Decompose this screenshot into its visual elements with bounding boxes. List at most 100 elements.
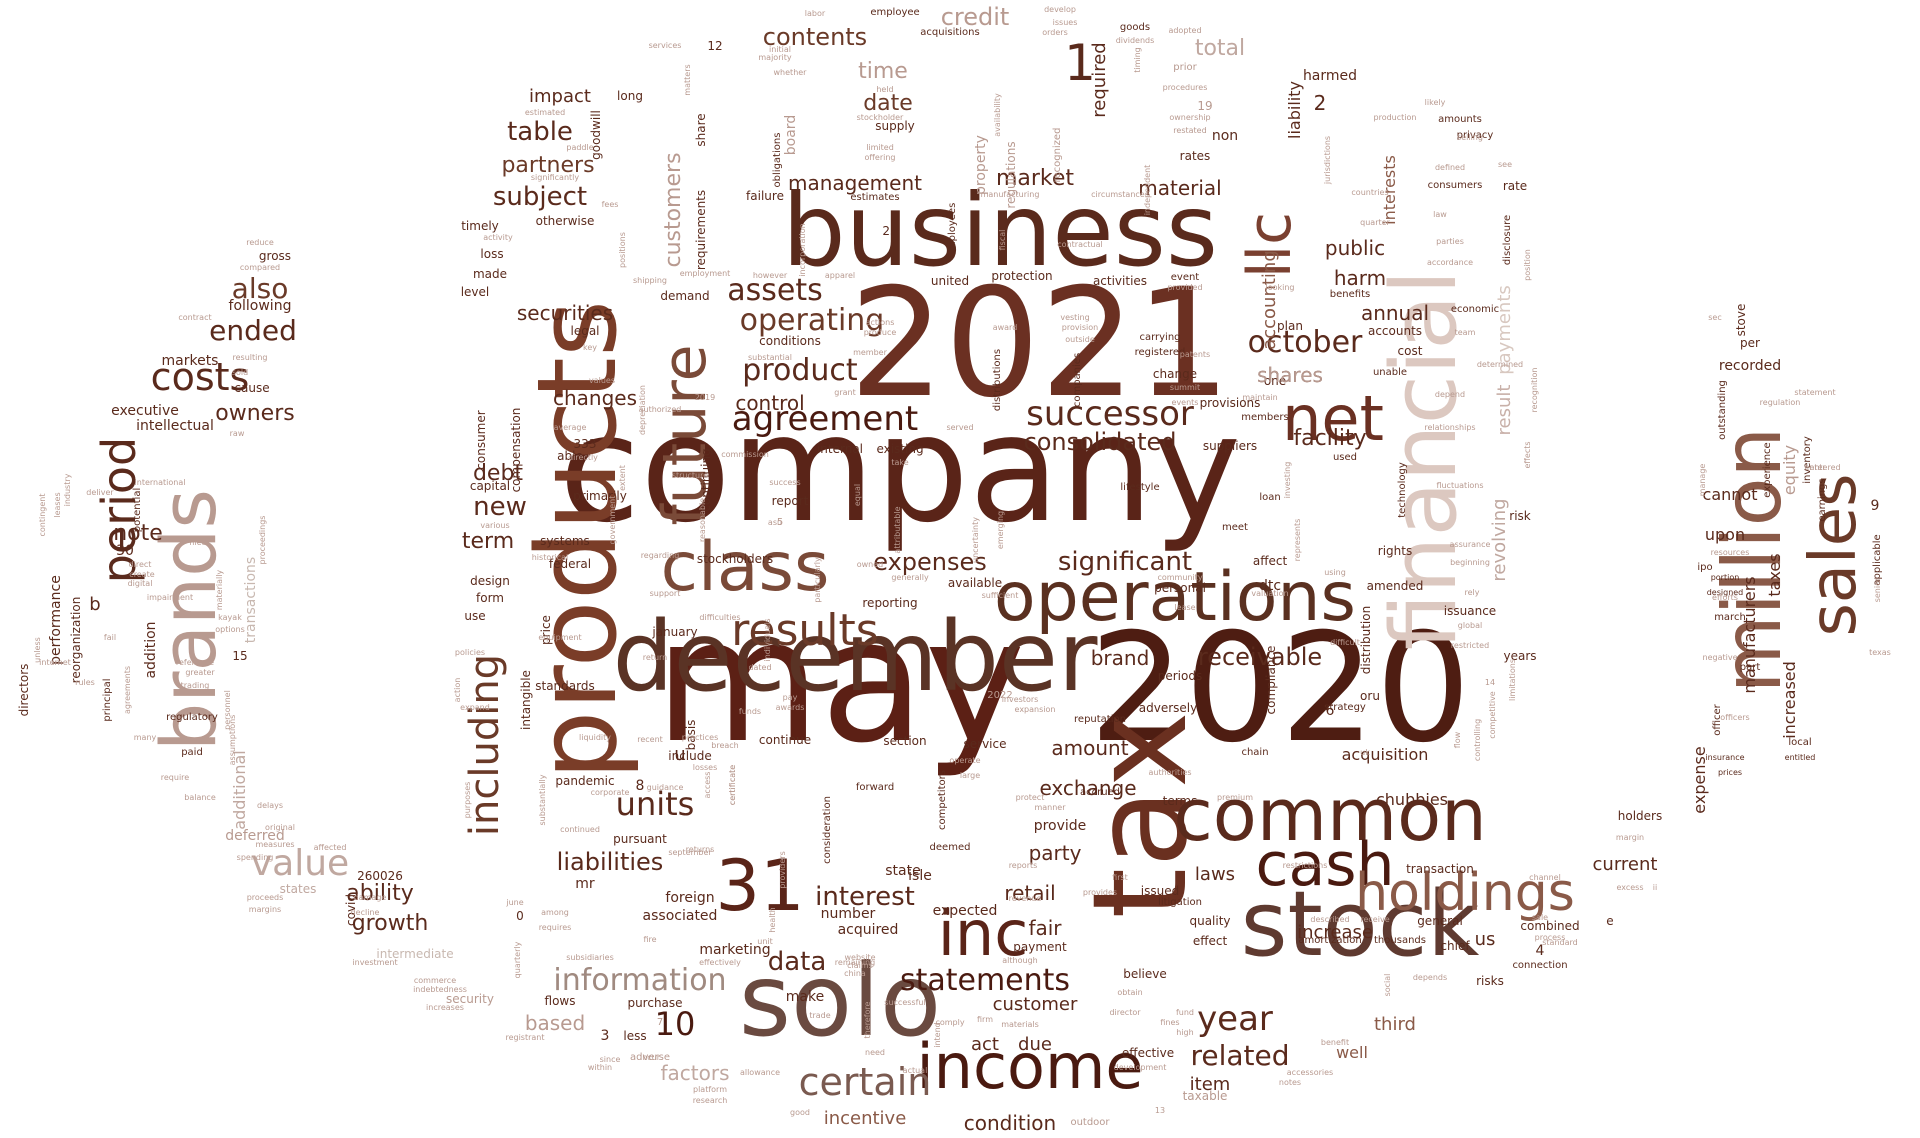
word-effects: effects — [1523, 441, 1532, 468]
word-returns: returns — [686, 845, 715, 854]
word-incorporation: incorporation — [798, 223, 807, 276]
word-maintain: maintain — [1242, 393, 1277, 402]
word-platform: platform — [693, 1085, 727, 1094]
word-among: among — [541, 908, 569, 917]
word-3: 3 — [601, 1028, 610, 1044]
word-fines: fines — [1160, 1018, 1179, 1027]
word-333: 333 — [574, 437, 597, 451]
word-connection: connection — [1512, 960, 1567, 971]
word-various: various — [480, 521, 509, 530]
word-agreements: agreements — [123, 666, 132, 714]
word-registrant: registrant — [505, 1033, 544, 1042]
word-liability: liability — [1285, 81, 1304, 139]
word-k: k — [792, 199, 799, 213]
word-since: since — [600, 1055, 621, 1064]
word-actions: actions — [866, 318, 895, 327]
word-texas: texas — [1869, 648, 1891, 657]
word-provision: provision — [1062, 323, 1098, 332]
word-benefit: benefit — [1321, 1038, 1349, 1047]
word-share: share — [694, 113, 708, 146]
word-certain: certain — [799, 1060, 932, 1104]
word-decline: decline — [351, 908, 380, 917]
word-team: team — [1455, 328, 1476, 337]
word-awards: awards — [776, 703, 805, 712]
word-flow: flow — [1453, 731, 1462, 748]
word-adopted: adopted — [1168, 26, 1201, 35]
word-company: company — [559, 383, 1241, 555]
word-new: new — [473, 492, 527, 522]
word-commerce: commerce — [414, 976, 456, 985]
word-obligations: obligations — [772, 133, 783, 188]
word-condition: condition — [964, 1111, 1056, 1135]
word-able: able — [557, 449, 583, 463]
word-members: members — [1241, 412, 1288, 423]
word-event: event — [1171, 272, 1200, 283]
word-held: held — [876, 85, 893, 94]
word-affect: affect — [1253, 554, 1288, 568]
word-balance: balance — [184, 793, 216, 802]
word-fees: fees — [602, 200, 619, 209]
word-restricted: restricted — [1451, 641, 1489, 650]
word-income: income — [916, 1030, 1143, 1103]
word-competitive: competitive — [1488, 691, 1497, 739]
word-holdings: holdings — [1355, 863, 1575, 923]
word-benefits: benefits — [1330, 289, 1370, 300]
word-investing: investing — [1283, 462, 1292, 499]
word-manage: manage — [1698, 464, 1707, 497]
word-third: third — [1374, 1014, 1416, 1035]
word-registered: registered — [1135, 347, 1186, 358]
word-extent: extent — [618, 465, 627, 491]
word-risks: risks — [1476, 974, 1504, 988]
word-paddle: paddle — [566, 143, 593, 152]
word-foreign: foreign — [665, 890, 714, 906]
word-unless: unless — [33, 637, 42, 663]
word-table: table — [507, 117, 573, 147]
word-used: used — [1333, 452, 1357, 463]
word-taxes: taxes — [1765, 553, 1784, 596]
word-enter: enter — [1804, 463, 1826, 472]
word-recognized: recognized — [1052, 128, 1063, 183]
word-reference: reference — [176, 658, 214, 667]
word-restated: restated — [1173, 126, 1206, 135]
word-compared: compared — [240, 263, 280, 272]
word-year: year — [1197, 999, 1273, 1039]
word-options: options — [215, 625, 244, 634]
word-acquisitions: acquisitions — [920, 27, 979, 38]
word-executive: executive — [111, 403, 179, 419]
word-provided: provided — [1167, 283, 1202, 292]
word-states: states — [280, 882, 317, 896]
word-greater: greater — [185, 668, 215, 677]
word-customers: customers — [661, 152, 686, 267]
word-state: state — [885, 863, 920, 879]
word-federal: federal — [549, 557, 591, 571]
word-countries: countries — [1351, 188, 1388, 197]
word-equipment: equipment — [538, 633, 581, 642]
word-outstanding: outstanding — [1717, 380, 1728, 440]
word-portion: portion — [1711, 573, 1740, 582]
word-controlling: controlling — [1473, 719, 1482, 761]
word-therefore: therefore — [863, 1001, 872, 1038]
word-beginning: beginning — [1450, 558, 1490, 567]
word-events: events — [1172, 398, 1199, 407]
word-consumers: consumers — [1428, 180, 1483, 191]
word-partners: partners — [501, 153, 594, 178]
word-contingent: contingent — [38, 494, 47, 537]
word-revenue: revenue — [1009, 894, 1042, 903]
word-subsidiaries: subsidiaries — [566, 953, 614, 962]
word-distributions: distributions — [992, 349, 1003, 411]
word-reputation: reputation — [1074, 714, 1126, 725]
word-requires: requires — [539, 923, 572, 932]
word-protection: protection — [991, 269, 1052, 283]
word-recorded: recorded — [1719, 358, 1781, 374]
word-outdoor: outdoor — [1070, 1117, 1110, 1128]
word-manner: manner — [1034, 803, 1066, 812]
word-sales: sales — [1797, 473, 1871, 636]
word-success: success — [769, 478, 800, 487]
word-public: public — [1325, 236, 1385, 260]
word-payment: payment — [1013, 940, 1067, 954]
word-first: first — [1112, 873, 1128, 882]
word-ownership: ownership — [1169, 113, 1210, 122]
word-liabilities: liabilities — [557, 848, 664, 876]
word-however: however — [753, 271, 788, 280]
word-goods: goods — [1120, 22, 1150, 33]
